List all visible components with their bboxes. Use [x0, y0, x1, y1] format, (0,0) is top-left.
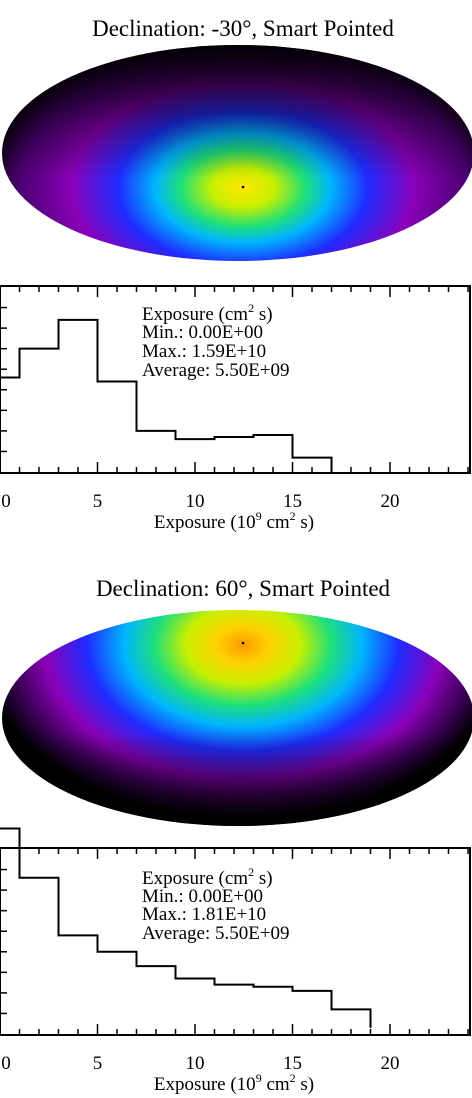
map-1-center-marker [241, 185, 245, 189]
sky-map-2: Declination: 60°, Smart Pointed [2, 576, 472, 826]
map-2-title: Declination: 60°, Smart Pointed [96, 576, 391, 601]
histogram-1-stats-average: Average: 5.50E+09 [142, 360, 290, 381]
histogram-1-stats: Exposure (cm2 s) Min.: 0.00E+00 Max.: 1.… [142, 301, 290, 381]
map-1-title: Declination: -30°, Smart Pointed [92, 16, 394, 41]
histogram-2-step-line [0, 827, 372, 1028]
h1-tick-label: 5 [93, 491, 103, 512]
histogram-1-stats-max: Max.: 1.59E+10 [142, 341, 266, 362]
sky-map-1: Declination: -30°, Smart Pointed [2, 16, 472, 261]
histogram-2-frame [0, 847, 471, 1036]
h2-tick-label: 0 [1, 1053, 11, 1074]
histogram-2-tick-labels: 0 5 10 15 20 [1, 1053, 399, 1074]
h2-tick-label: 10 [186, 1053, 205, 1074]
h1-tick-label: 15 [283, 491, 302, 512]
histogram-2-stats-min: Min.: 0.00E+00 [142, 886, 263, 907]
histogram-2-stats-average: Average: 5.50E+09 [142, 923, 290, 944]
histogram-1-xlabel: Exposure (109 cm2 s) [154, 509, 314, 533]
histogram-2-stats-max: Max.: 1.81E+10 [142, 904, 266, 925]
histogram-2-ticks [0, 849, 469, 1034]
histogram-1-step-line [0, 318, 333, 472]
h2-tick-label: 20 [381, 1053, 400, 1074]
h2-tick-label: 5 [93, 1053, 103, 1074]
histogram-1-frame [0, 285, 471, 474]
map-2-center-marker [241, 641, 245, 645]
histogram-2-xlabel: Exposure (109 cm2 s) [154, 1071, 314, 1095]
histogram-1-stats-heading: Exposure (cm2 s) [142, 301, 273, 325]
histogram-2-stats-heading: Exposure (cm2 s) [142, 865, 273, 889]
histogram-1: 0 5 10 15 20 Exposure (109 cm2 s) Exposure (… [0, 285, 471, 533]
h1-tick-label: 20 [381, 491, 400, 512]
h1-tick-label: 10 [186, 491, 205, 512]
histogram-1-tick-labels: 0 5 10 15 20 [1, 491, 399, 512]
histogram-1-stats-min: Min.: 0.00E+00 [142, 322, 263, 343]
h2-tick-label: 15 [283, 1053, 302, 1074]
histogram-1-ticks [0, 287, 469, 472]
histogram-2: 0 5 10 15 20 Exposure (109 cm2 s) Exposure (… [0, 827, 471, 1095]
histogram-2-stats: Exposure (cm2 s) Min.: 0.00E+00 Max.: 1.… [142, 865, 290, 944]
h1-tick-label: 0 [1, 491, 11, 512]
